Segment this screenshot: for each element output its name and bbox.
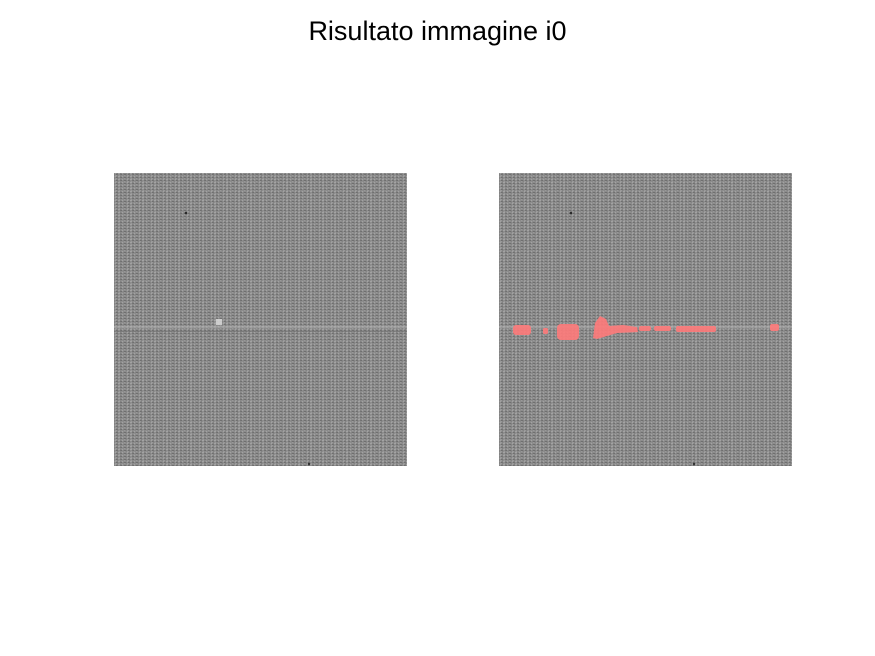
original-fabric-texture bbox=[114, 173, 407, 466]
defect-highlights bbox=[513, 316, 779, 340]
original-image bbox=[114, 173, 407, 466]
figure-title: Risultato immagine i0 bbox=[308, 16, 567, 46]
result-fabric-texture bbox=[499, 173, 792, 466]
result-image bbox=[499, 173, 792, 466]
